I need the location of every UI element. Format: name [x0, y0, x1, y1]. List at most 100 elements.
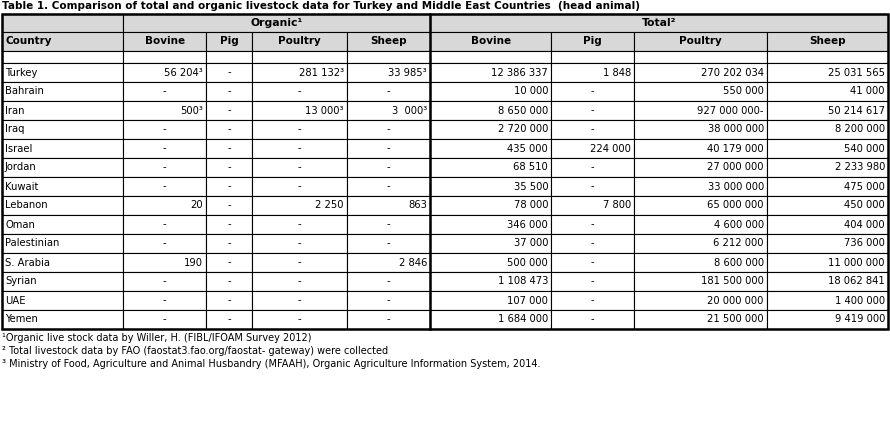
- Text: -: -: [591, 277, 595, 286]
- Text: -: -: [386, 277, 391, 286]
- Text: 25 031 565: 25 031 565: [828, 67, 885, 78]
- Text: 224 000: 224 000: [590, 144, 631, 153]
- Text: 40 179 000: 40 179 000: [708, 144, 764, 153]
- Bar: [551, 310, 635, 329]
- Text: 33 985³: 33 985³: [388, 67, 427, 78]
- Bar: [767, 310, 888, 329]
- Bar: [767, 177, 888, 196]
- Text: Poultry: Poultry: [279, 37, 321, 46]
- Bar: [767, 32, 888, 51]
- Text: Organic¹: Organic¹: [250, 18, 303, 28]
- Bar: [767, 234, 888, 253]
- Bar: [347, 51, 430, 63]
- Text: 404 000: 404 000: [845, 219, 885, 230]
- Bar: [123, 253, 206, 272]
- Bar: [347, 63, 430, 82]
- Bar: [635, 234, 767, 253]
- Bar: [123, 51, 206, 63]
- Text: 1 848: 1 848: [603, 67, 631, 78]
- Text: 450 000: 450 000: [845, 201, 885, 211]
- Bar: [430, 139, 551, 158]
- Bar: [206, 120, 253, 139]
- Text: -: -: [163, 87, 166, 96]
- Text: -: -: [228, 296, 231, 306]
- Bar: [551, 158, 635, 177]
- Bar: [347, 177, 430, 196]
- Text: Iran: Iran: [5, 106, 25, 116]
- Bar: [551, 82, 635, 101]
- Text: 50 214 617: 50 214 617: [828, 106, 885, 116]
- Bar: [2, 272, 123, 291]
- Bar: [206, 158, 253, 177]
- Bar: [347, 120, 430, 139]
- Text: -: -: [228, 106, 231, 116]
- Bar: [347, 310, 430, 329]
- Text: Oman: Oman: [5, 219, 35, 230]
- Bar: [347, 234, 430, 253]
- Text: 9 419 000: 9 419 000: [835, 314, 885, 325]
- Text: Bovine: Bovine: [471, 37, 511, 46]
- Bar: [2, 32, 123, 51]
- Bar: [253, 101, 347, 120]
- Text: -: -: [163, 144, 166, 153]
- Bar: [253, 272, 347, 291]
- Bar: [2, 63, 123, 82]
- Bar: [2, 253, 123, 272]
- Bar: [767, 196, 888, 215]
- Bar: [430, 63, 551, 82]
- Text: 68 510: 68 510: [514, 162, 548, 173]
- Text: 8 200 000: 8 200 000: [835, 124, 885, 135]
- Text: Yemen: Yemen: [5, 314, 38, 325]
- Text: 20 000 000: 20 000 000: [708, 296, 764, 306]
- Text: -: -: [298, 257, 302, 268]
- Text: Bahrain: Bahrain: [5, 87, 44, 96]
- Bar: [253, 158, 347, 177]
- Text: -: -: [163, 277, 166, 286]
- Bar: [347, 158, 430, 177]
- Bar: [430, 291, 551, 310]
- Bar: [2, 310, 123, 329]
- Bar: [767, 82, 888, 101]
- Text: 346 000: 346 000: [507, 219, 548, 230]
- Text: 21 500 000: 21 500 000: [708, 314, 764, 325]
- Bar: [551, 32, 635, 51]
- Text: Pig: Pig: [583, 37, 602, 46]
- Bar: [206, 101, 253, 120]
- Bar: [551, 63, 635, 82]
- Text: 33 000 000: 33 000 000: [708, 182, 764, 191]
- Text: Turkey: Turkey: [5, 67, 37, 78]
- Text: -: -: [298, 314, 302, 325]
- Bar: [123, 139, 206, 158]
- Bar: [430, 196, 551, 215]
- Bar: [767, 63, 888, 82]
- Bar: [2, 139, 123, 158]
- Text: Pig: Pig: [220, 37, 239, 46]
- Text: -: -: [591, 162, 595, 173]
- Bar: [767, 253, 888, 272]
- Bar: [2, 51, 123, 63]
- Bar: [2, 196, 123, 215]
- Bar: [206, 196, 253, 215]
- Bar: [123, 158, 206, 177]
- Bar: [253, 32, 347, 51]
- Text: -: -: [163, 162, 166, 173]
- Bar: [123, 291, 206, 310]
- Text: Country: Country: [5, 37, 52, 46]
- Bar: [347, 253, 430, 272]
- Bar: [123, 14, 430, 32]
- Text: 475 000: 475 000: [844, 182, 885, 191]
- Bar: [767, 215, 888, 234]
- Bar: [123, 32, 206, 51]
- Text: -: -: [591, 296, 595, 306]
- Bar: [253, 253, 347, 272]
- Text: Sheep: Sheep: [370, 37, 407, 46]
- Text: Poultry: Poultry: [679, 37, 722, 46]
- Text: -: -: [298, 182, 302, 191]
- Bar: [206, 310, 253, 329]
- Text: 13 000³: 13 000³: [305, 106, 344, 116]
- Bar: [123, 101, 206, 120]
- Text: UAE: UAE: [5, 296, 26, 306]
- Bar: [2, 14, 123, 32]
- Text: 1 400 000: 1 400 000: [835, 296, 885, 306]
- Bar: [430, 215, 551, 234]
